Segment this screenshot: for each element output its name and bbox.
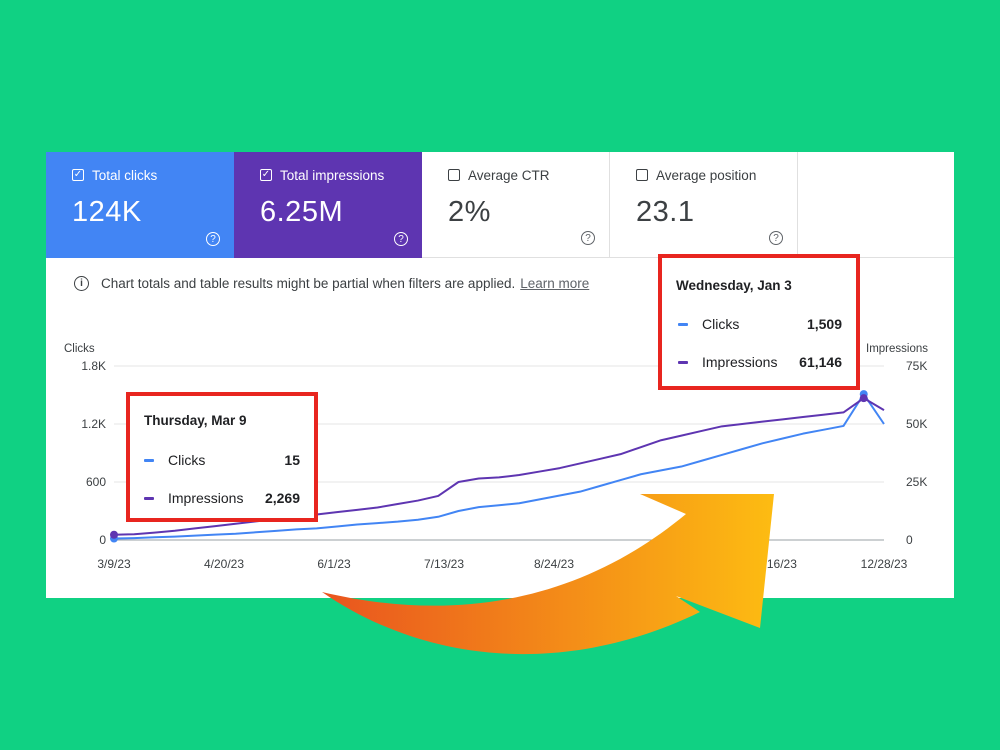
tooltip-row-label: Clicks (702, 316, 740, 332)
right-tick-label: 0 (906, 533, 913, 547)
growth-arrow-icon (322, 494, 774, 655)
impressions-swatch (144, 497, 154, 500)
checkbox-unchecked-icon[interactable] (636, 169, 648, 181)
card-label: Total impressions (280, 168, 385, 183)
impressions-swatch (678, 361, 688, 364)
checkbox-checked-icon[interactable]: ✓ (72, 169, 84, 181)
card-label: Average CTR (468, 168, 550, 183)
average-position-card[interactable]: Average position 23.1 ? (610, 152, 798, 258)
left-tick-label: 600 (86, 475, 106, 489)
x-tick-label: 3/9/23 (97, 557, 131, 571)
checkbox-unchecked-icon[interactable] (448, 169, 460, 181)
tooltip-date: Wednesday, Jan 3 (676, 278, 792, 293)
tooltip-row-value: 2,269 (264, 490, 300, 506)
x-tick-label: 4/20/23 (204, 557, 244, 571)
card-value: 6.25M (260, 196, 344, 228)
notice-text: Chart totals and table results might be … (101, 276, 516, 291)
right-tick-label: 75K (906, 359, 927, 373)
left-tick-label: 1.2K (81, 417, 106, 431)
x-tick-label: 7/13/23 (424, 557, 464, 571)
left-tick-label: 1.8K (81, 359, 106, 373)
cards-spacer (798, 152, 954, 258)
card-label: Average position (656, 168, 757, 183)
total-impressions-card[interactable]: ✓ Total impressions 6.25M ? (234, 152, 422, 258)
card-value: 124K (72, 196, 142, 228)
x-tick-label: 8/24/23 (534, 557, 574, 571)
tooltip-row-value: 61,146 (799, 354, 842, 370)
help-icon[interactable]: ? (394, 232, 408, 246)
total-clicks-card[interactable]: ✓ Total clicks 124K ? (46, 152, 234, 258)
help-icon[interactable]: ? (206, 232, 220, 246)
tooltip-jan-3: Wednesday, Jan 3 Clicks 1,509 Impression… (658, 254, 860, 390)
card-value: 23.1 (636, 196, 695, 228)
series-line-clicks (113, 393, 885, 540)
data-point-impressions (859, 394, 868, 403)
data-point-impressions (110, 530, 118, 539)
tooltip-row-label: Impressions (168, 490, 244, 506)
checkbox-checked-icon[interactable]: ✓ (260, 169, 272, 181)
x-tick-label: 6/1/23 (317, 557, 351, 571)
left-axis-title: Clicks (64, 343, 95, 355)
tooltip-row-label: Impressions (702, 354, 778, 370)
tooltip-row-value: 15 (284, 452, 300, 468)
left-tick-label: 0 (99, 533, 106, 547)
help-icon[interactable]: ? (581, 231, 595, 245)
average-ctr-card[interactable]: Average CTR 2% ? (422, 152, 610, 258)
clicks-swatch (144, 459, 154, 462)
tooltip-mar-9: Thursday, Mar 9 Clicks 15 Impressions 2,… (126, 392, 318, 522)
card-label: Total clicks (92, 168, 158, 183)
info-icon: i (74, 276, 89, 291)
series-line-impressions (113, 397, 885, 536)
card-value: 2% (448, 196, 491, 228)
partial-data-notice: i Chart totals and table results might b… (74, 276, 589, 291)
right-tick-label: 50K (906, 417, 927, 431)
clicks-swatch (678, 323, 688, 326)
performance-panel: ✓ Total clicks 124K ? ✓ Total impression… (46, 152, 954, 598)
help-icon[interactable]: ? (769, 231, 783, 245)
right-axis-title: Impressions (866, 343, 928, 355)
tooltip-date: Thursday, Mar 9 (144, 413, 247, 428)
x-tick-label: 12/28/23 (861, 557, 908, 571)
tooltip-row-value: 1,509 (806, 316, 842, 332)
metric-cards: ✓ Total clicks 124K ? ✓ Total impression… (46, 152, 954, 258)
learn-more-link[interactable]: Learn more (520, 276, 590, 291)
right-tick-label: 25K (906, 475, 927, 489)
tooltip-row-label: Clicks (168, 452, 206, 468)
